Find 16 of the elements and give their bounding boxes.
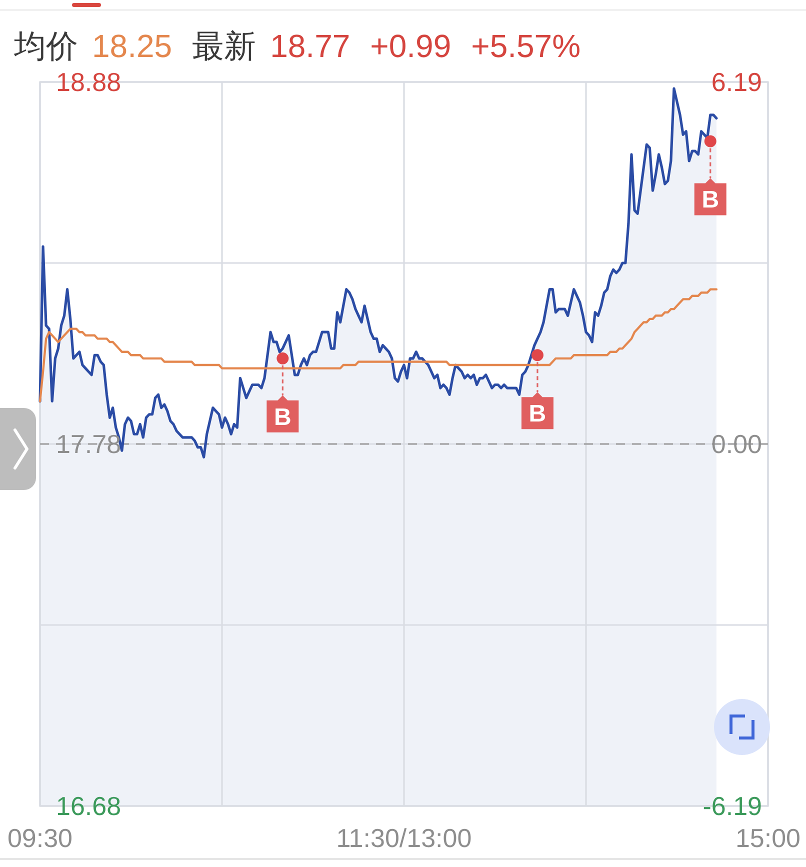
y2-tick-label: 6.19 (711, 67, 762, 97)
x-tick-label: 11:30/13:00 (336, 823, 472, 853)
y-tick-label: 18.88 (56, 67, 122, 97)
y2-tick-label: -6.19 (702, 791, 762, 821)
data-label: B (528, 400, 546, 428)
x-tick-label: 09:30 (7, 823, 73, 853)
point (531, 349, 544, 362)
x-tick-label: 15:00 (735, 823, 801, 853)
point (704, 135, 716, 148)
header: 均价 18.25 最新 18.77 +0.99 +5.57% (14, 28, 581, 64)
y2-tick-label: 0.00 (711, 429, 762, 459)
y-tick-label: 16.68 (56, 791, 122, 821)
point (276, 352, 289, 364)
data-label: B (702, 186, 720, 214)
y-tick-label: 17.78 (56, 429, 122, 459)
data-label: B (274, 404, 292, 431)
